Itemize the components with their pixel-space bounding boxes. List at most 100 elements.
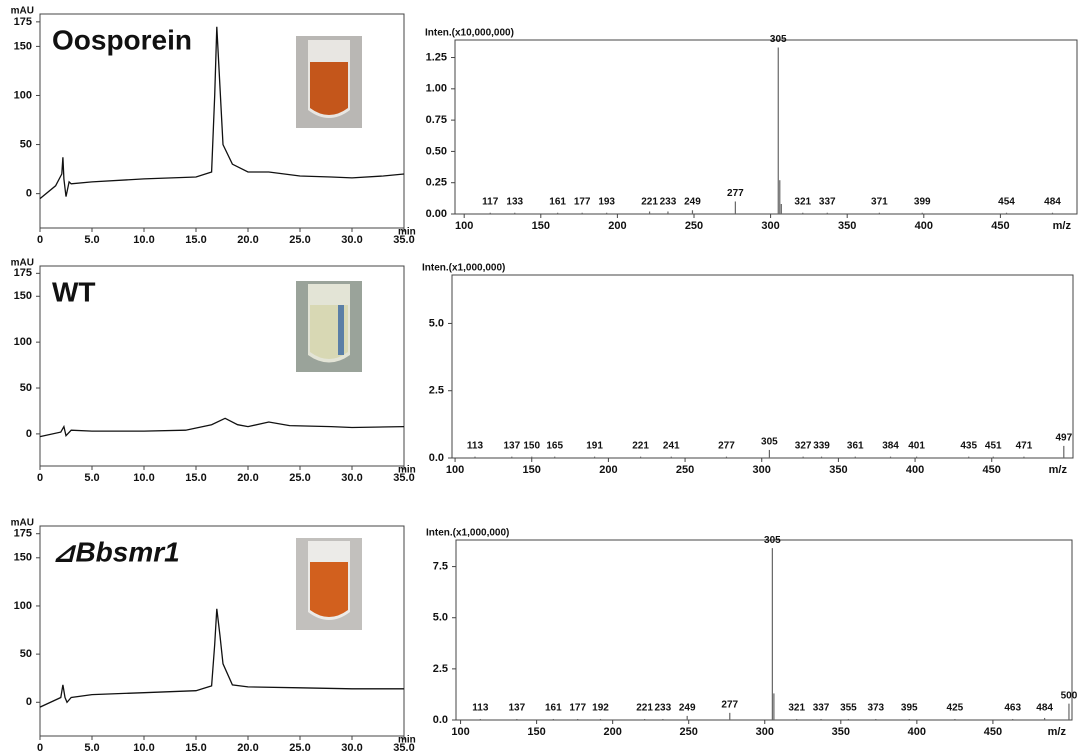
x-tick-label: 300 <box>756 726 774 738</box>
y-axis-label: Inten.(x1,000,000) <box>426 528 509 539</box>
x-tick-label: 150 <box>532 220 550 232</box>
x-tick-label: 0 <box>37 742 43 753</box>
vial-orange <box>296 538 362 630</box>
peak-label: 463 <box>1004 703 1021 714</box>
y-tick-label: 0.75 <box>426 114 447 126</box>
x-tick-label: 300 <box>753 464 771 476</box>
peak-label: 161 <box>549 197 566 208</box>
x-tick-label: 20.0 <box>237 472 258 484</box>
peak-label: 137 <box>508 703 525 714</box>
x-tick-label: 25.0 <box>289 234 310 246</box>
peak-label: 305 <box>761 437 778 448</box>
peak-label: 113 <box>472 703 489 714</box>
x-tick-label: 25.0 <box>289 472 310 484</box>
peak-label: 150 <box>523 441 540 452</box>
y-tick-label: 150 <box>14 290 32 302</box>
peak-label: 221 <box>636 703 653 714</box>
x-tick-label: 350 <box>832 726 850 738</box>
chromatogram-line <box>39 417 405 438</box>
peak-label: 221 <box>632 441 649 452</box>
peak-label: 399 <box>914 197 931 208</box>
x-tick-label: 30.0 <box>341 472 362 484</box>
peak-label: 337 <box>813 703 830 714</box>
peak-label: 337 <box>819 197 836 208</box>
peak-label: 373 <box>867 703 884 714</box>
peak-label: 321 <box>788 703 805 714</box>
chromatogram-line <box>39 26 405 200</box>
x-tick-label: 10.0 <box>133 742 154 753</box>
y-tick-label: 0.0 <box>429 452 444 464</box>
chart-title: Oosporein <box>52 24 192 55</box>
x-tick-label: 250 <box>680 726 698 738</box>
x-tick-label: 15.0 <box>185 472 206 484</box>
x-tick-label: 30.0 <box>341 234 362 246</box>
plot-frame <box>451 274 1074 459</box>
x-tick-label: 10.0 <box>133 472 154 484</box>
x-tick-label: 0 <box>37 234 43 246</box>
peak-label: 305 <box>770 34 787 45</box>
y-tick-label: 0.00 <box>426 208 447 220</box>
peak-label: 165 <box>546 441 563 452</box>
x-tick-label: 15.0 <box>185 234 206 246</box>
peak-label: 277 <box>727 188 744 199</box>
x-axis-label: m/z <box>1053 220 1072 232</box>
x-axis-label: min <box>398 465 416 476</box>
chromatogram-line <box>39 608 404 708</box>
x-tick-label: 100 <box>455 220 473 232</box>
x-tick-label: 200 <box>608 220 626 232</box>
peak-label: 193 <box>598 197 615 208</box>
x-tick-label: 35.0 <box>393 234 414 246</box>
x-tick-label: 350 <box>829 464 847 476</box>
peak-label: 484 <box>1044 197 1061 208</box>
x-tick-label: 35.0 <box>393 742 414 753</box>
x-tick-label: 450 <box>983 464 1001 476</box>
x-tick-label: 400 <box>915 220 933 232</box>
plot-frame <box>455 539 1073 721</box>
x-tick-label: 30.0 <box>341 742 362 753</box>
y-axis-label: mAU <box>11 518 34 529</box>
peak-label: 500 <box>1061 690 1078 701</box>
x-axis-label: min <box>398 735 416 746</box>
y-tick-label: 50 <box>20 648 32 660</box>
plot-frame <box>39 265 405 467</box>
chart-title: ⊿Bbsmr1 <box>52 536 180 567</box>
plot-frame <box>39 525 405 737</box>
peak-label: 435 <box>960 441 977 452</box>
peak-label: 395 <box>901 703 918 714</box>
peak-label: 249 <box>679 703 696 714</box>
peak-label: 221 <box>641 197 658 208</box>
x-tick-label: 400 <box>906 464 924 476</box>
y-tick-label: 1.25 <box>426 51 447 63</box>
peak-label: 277 <box>721 699 738 710</box>
peak-label: 249 <box>684 197 701 208</box>
x-tick-label: 150 <box>527 726 545 738</box>
y-tick-label: 2.5 <box>433 663 448 675</box>
peak-label: 233 <box>660 197 677 208</box>
y-tick-label: 100 <box>14 336 32 348</box>
x-tick-label: 5.0 <box>84 742 99 753</box>
vial-pale <box>296 281 362 372</box>
peak-label: 192 <box>592 703 609 714</box>
x-tick-label: 0 <box>37 472 43 484</box>
y-tick-label: 7.5 <box>433 560 448 572</box>
chart-title: WT <box>52 276 96 307</box>
x-tick-label: 100 <box>451 726 469 738</box>
peak-label: 497 <box>1055 433 1072 444</box>
y-tick-label: 0.50 <box>426 145 447 157</box>
peak-label: 177 <box>569 703 586 714</box>
peak-label: 451 <box>985 441 1002 452</box>
y-tick-label: 0 <box>26 696 32 708</box>
x-tick-label: 5.0 <box>84 472 99 484</box>
x-tick-label: 450 <box>984 726 1002 738</box>
x-tick-label: 25.0 <box>289 742 310 753</box>
peak-label: 361 <box>847 441 864 452</box>
y-tick-label: 50 <box>20 382 32 394</box>
x-tick-label: 20.0 <box>237 742 258 753</box>
peak-label: 241 <box>663 441 680 452</box>
peak-label: 191 <box>586 441 603 452</box>
x-tick-label: 400 <box>908 726 926 738</box>
peak-label: 233 <box>655 703 672 714</box>
x-tick-label: 450 <box>991 220 1009 232</box>
y-axis-label: Inten.(x1,000,000) <box>422 263 505 274</box>
